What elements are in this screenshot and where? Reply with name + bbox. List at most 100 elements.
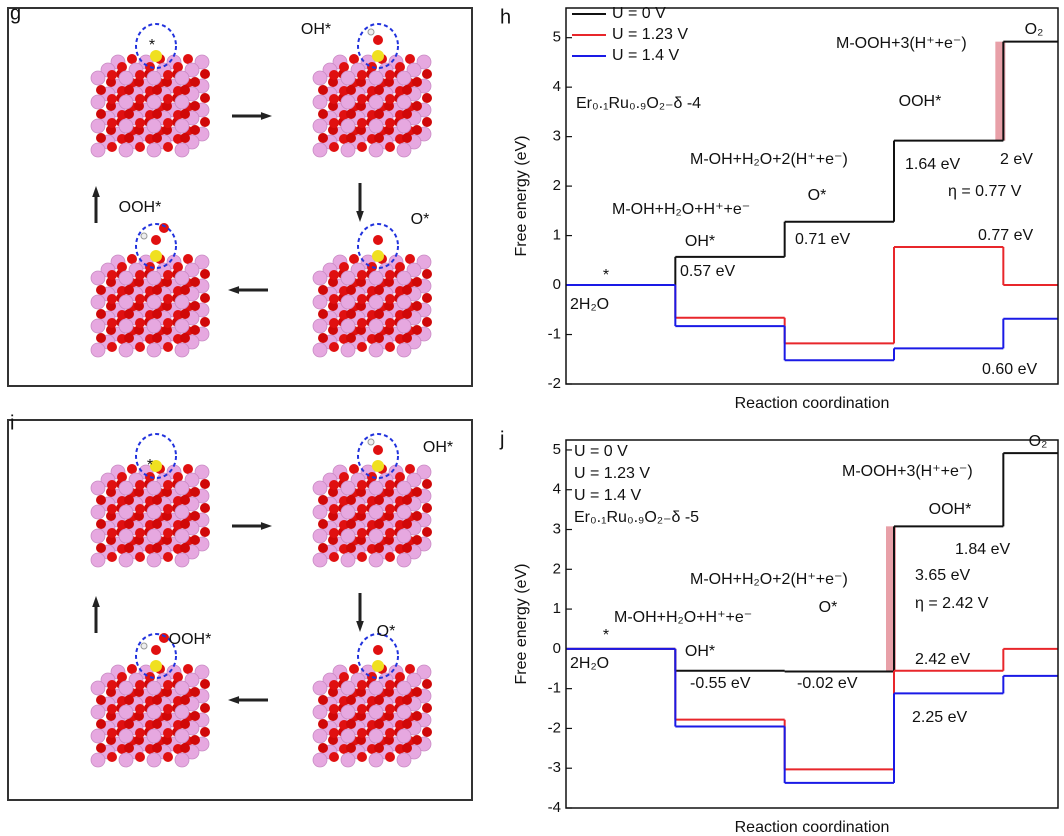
ru-atom (369, 681, 383, 695)
annotation: 2H₂O (570, 296, 609, 313)
o-atom (152, 333, 162, 343)
o-atom (124, 743, 134, 753)
o-atom (96, 743, 106, 753)
ru-atom (341, 729, 355, 743)
o-atom (163, 118, 173, 128)
panel-label: h (500, 6, 511, 28)
o-atom (422, 527, 432, 537)
o-atom (152, 519, 162, 529)
ru-atom (397, 343, 411, 357)
active-site (372, 50, 384, 62)
ru-atom (119, 295, 133, 309)
o-atom (349, 254, 359, 264)
o-atom (422, 479, 432, 489)
ads-h (368, 29, 374, 35)
ru-atom (119, 529, 133, 543)
ru-atom (341, 705, 355, 719)
ru-atom (397, 529, 411, 543)
ru-atom (175, 143, 189, 157)
state-label: OOH* (899, 93, 942, 110)
o-atom (339, 262, 349, 272)
state-label: OH* (685, 643, 715, 660)
ru-atom (175, 319, 189, 333)
o-atom (405, 664, 415, 674)
ru-atom (341, 319, 355, 333)
crystal-structure (91, 223, 210, 357)
ru-atom (313, 481, 327, 495)
o-atom (402, 495, 412, 505)
o-atom (135, 680, 145, 690)
ru-atom (313, 143, 327, 157)
o-atom (385, 94, 395, 104)
ru-atom (147, 271, 161, 285)
ru-atom (313, 71, 327, 85)
o-atom (180, 543, 190, 553)
ru-atom (341, 481, 355, 495)
state-label: O* (819, 599, 838, 616)
ads-o (373, 645, 383, 655)
o-atom (329, 680, 339, 690)
ru-atom (91, 71, 105, 85)
ads-o (373, 35, 383, 45)
o-atom (135, 70, 145, 80)
ru-atom (369, 343, 383, 357)
o-atom (405, 54, 415, 64)
o-atom (152, 495, 162, 505)
o-atom (200, 703, 210, 713)
o-atom (349, 664, 359, 674)
o-atom (385, 70, 395, 80)
state-label: OOH* (169, 631, 212, 648)
o-atom (405, 254, 415, 264)
legend-label: U = 1.23 V (574, 465, 650, 482)
o-atom (422, 679, 432, 689)
o-atom (152, 543, 162, 553)
active-site (372, 660, 384, 672)
o-atom (374, 109, 384, 119)
annotation: 3.65 eV (915, 567, 970, 584)
ru-atom (91, 95, 105, 109)
y-axis-label: Free energy (eV) (513, 564, 530, 685)
ru-atom (397, 753, 411, 767)
o-atom (117, 62, 127, 72)
o-atom (107, 142, 117, 152)
ru-atom (147, 319, 161, 333)
o-atom (200, 117, 210, 127)
ru-atom (397, 553, 411, 567)
ru-atom (91, 753, 105, 767)
ru-atom (91, 319, 105, 333)
o-atom (135, 342, 145, 352)
o-atom (183, 464, 193, 474)
annotation: 1.84 eV (955, 541, 1010, 558)
o-atom (107, 504, 117, 514)
o-atom (200, 93, 210, 103)
o-atom (346, 109, 356, 119)
o-atom (329, 480, 339, 490)
o-atom (339, 472, 349, 482)
ads-h (141, 643, 147, 649)
ru-atom (91, 553, 105, 567)
ru-atom (397, 681, 411, 695)
o-atom (96, 109, 106, 119)
o-atom (152, 133, 162, 143)
o-atom (180, 109, 190, 119)
ru-atom (119, 95, 133, 109)
annotation: M-OOH+3(H⁺+e⁻) (836, 35, 967, 52)
ru-atom (313, 319, 327, 333)
o-atom (200, 269, 210, 279)
state-label: O₂ (1025, 21, 1044, 38)
ru-atom (341, 71, 355, 85)
annotation: -0.02 eV (797, 675, 858, 692)
o-atom (180, 743, 190, 753)
ru-atom (91, 271, 105, 285)
ru-atom (91, 505, 105, 519)
o-atom (357, 70, 367, 80)
o-atom (173, 262, 183, 272)
o-atom (180, 285, 190, 295)
ru-atom (147, 753, 161, 767)
o-atom (117, 262, 127, 272)
o-atom (135, 94, 145, 104)
active-site (150, 250, 162, 262)
y-tick-label: -1 (548, 325, 561, 342)
o-atom (183, 54, 193, 64)
o-atom (346, 133, 356, 143)
